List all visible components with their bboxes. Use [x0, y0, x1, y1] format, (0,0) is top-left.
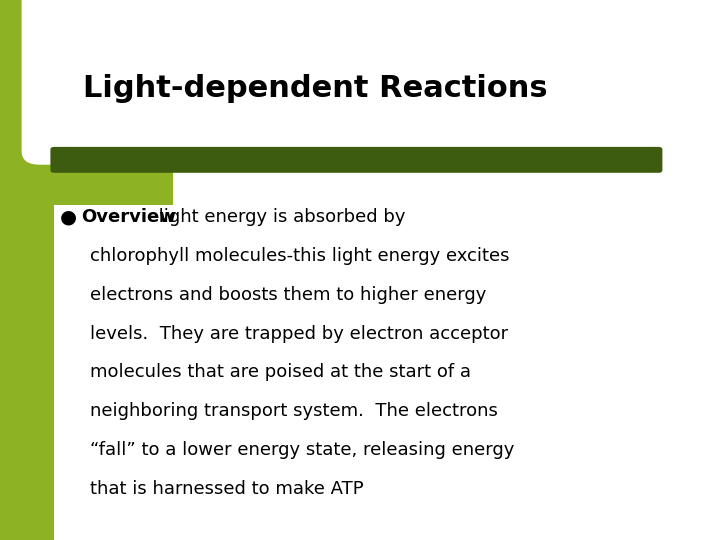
Text: Overview: Overview [81, 208, 176, 226]
Text: :  light energy is absorbed by: : light energy is absorbed by [141, 208, 405, 226]
FancyBboxPatch shape [50, 147, 662, 173]
Text: “fall” to a lower energy state, releasing energy: “fall” to a lower energy state, releasin… [90, 441, 514, 459]
Text: that is harnessed to make ATP: that is harnessed to make ATP [90, 480, 364, 498]
Text: Light-dependent Reactions: Light-dependent Reactions [83, 73, 547, 103]
Text: molecules that are poised at the start of a: molecules that are poised at the start o… [90, 363, 471, 381]
Text: neighboring transport system.  The electrons: neighboring transport system. The electr… [90, 402, 498, 420]
FancyBboxPatch shape [22, 0, 216, 165]
Text: ●: ● [60, 208, 77, 227]
Text: levels.  They are trapped by electron acceptor: levels. They are trapped by electron acc… [90, 325, 508, 342]
FancyBboxPatch shape [0, 0, 54, 540]
Text: electrons and boosts them to higher energy: electrons and boosts them to higher ener… [90, 286, 487, 303]
FancyBboxPatch shape [0, 0, 173, 205]
Text: chlorophyll molecules-this light energy excites: chlorophyll molecules-this light energy … [90, 247, 510, 265]
